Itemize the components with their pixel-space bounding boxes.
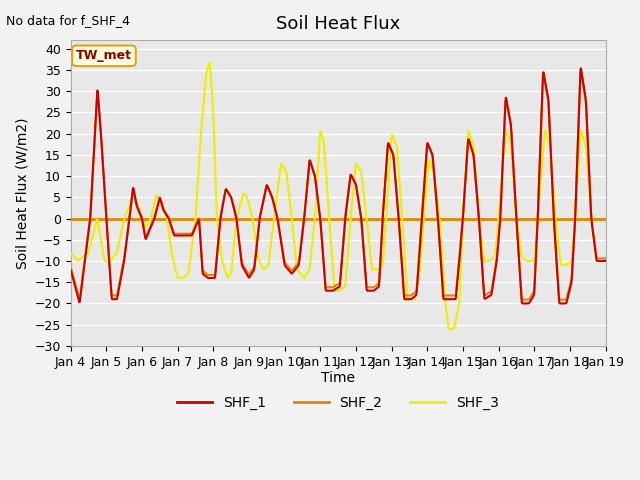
- SHF_1: [519, 300, 527, 306]
- SHF_2: [602, 255, 609, 261]
- SHF_3: [216, 242, 224, 248]
- X-axis label: Time: Time: [321, 372, 355, 385]
- SHF_3: [67, 250, 74, 255]
- SHF_3: [551, 207, 559, 213]
- SHF_3: [390, 137, 398, 143]
- SHF_1: [602, 258, 609, 264]
- Text: TW_met: TW_met: [76, 49, 132, 62]
- SHF_2: [399, 283, 407, 289]
- SHF_1: [390, 160, 398, 166]
- SHF_2: [551, 230, 559, 236]
- SHF_2: [602, 255, 609, 261]
- SHF_2: [67, 264, 74, 270]
- Line: SHF_1: SHF_1: [70, 68, 605, 303]
- SHF_2: [390, 160, 398, 166]
- SHF_1: [602, 258, 609, 264]
- Title: Soil Heat Flux: Soil Heat Flux: [276, 15, 400, 33]
- SHF_2: [519, 297, 527, 302]
- SHF_3: [602, 258, 609, 264]
- SHF_1: [216, 220, 224, 226]
- Legend: SHF_1, SHF_2, SHF_3: SHF_1, SHF_2, SHF_3: [172, 390, 504, 416]
- Line: SHF_2: SHF_2: [70, 72, 605, 300]
- SHF_2: [577, 69, 585, 74]
- SHF_2: [216, 219, 224, 225]
- SHF_3: [400, 235, 408, 241]
- SHF_1: [67, 267, 74, 273]
- SHF_3: [602, 258, 609, 264]
- SHF_1: [577, 65, 585, 71]
- SHF_1: [399, 287, 407, 292]
- SHF_2: [181, 231, 189, 237]
- Text: No data for f_SHF_4: No data for f_SHF_4: [6, 14, 131, 27]
- Y-axis label: Soil Heat Flux (W/m2): Soil Heat Flux (W/m2): [15, 117, 29, 269]
- SHF_3: [205, 60, 213, 66]
- Line: SHF_3: SHF_3: [70, 63, 605, 329]
- SHF_3: [181, 273, 189, 279]
- SHF_3: [446, 326, 454, 332]
- SHF_1: [551, 232, 559, 238]
- SHF_1: [181, 233, 189, 239]
